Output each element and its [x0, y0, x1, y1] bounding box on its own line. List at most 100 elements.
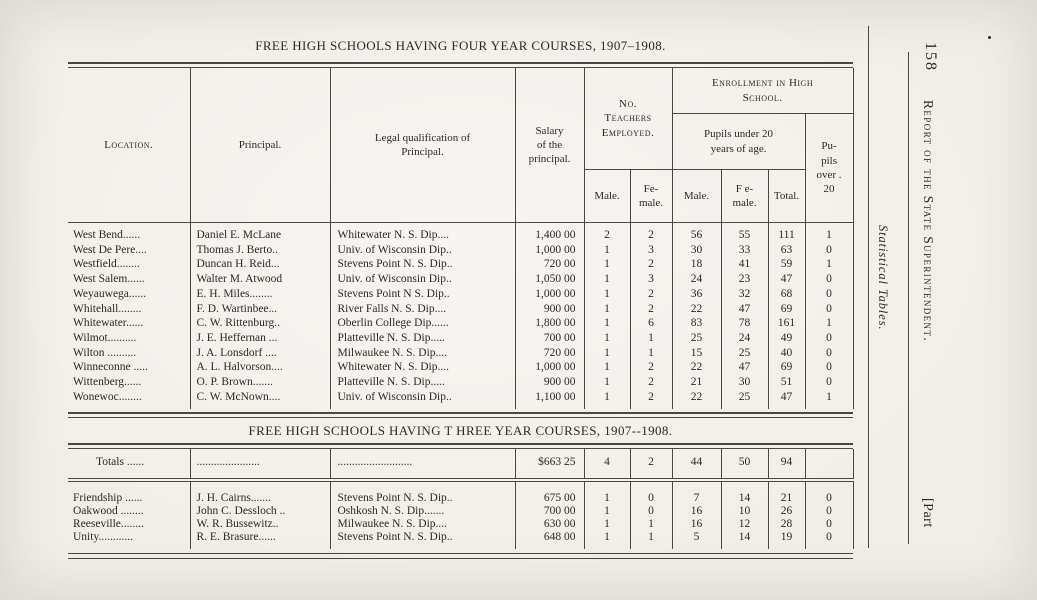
- cell-teachers-male: 4: [583, 449, 630, 482]
- four-year-table-title: FREE HIGH SCHOOLS HAVING FOUR YEAR COURS…: [255, 38, 666, 53]
- cell-location: West De Pere....: [73, 243, 147, 256]
- cell-principal: John C. Dessloch ..: [189, 504, 330, 519]
- cell-principal: Walter M. Atwood: [189, 272, 330, 287]
- school-row: Whitehall........ F. D. Wartinbee... River…: [68, 301, 854, 317]
- cell-pupils-total: 69: [767, 360, 806, 376]
- cell-pupils-male: 16: [671, 504, 721, 519]
- cell-location: Winneconne .....: [73, 361, 148, 374]
- cell-location: Weyauwega......: [73, 287, 147, 300]
- school-row: Wilmot.......... J. E. Heffernan ... Platt…: [68, 330, 854, 346]
- cell-principal: W. R. Bussewitz..: [189, 518, 330, 532]
- totals-body: Totals .................................…: [68, 449, 853, 482]
- cell-location: West Bend......: [73, 229, 141, 241]
- cell-salary: 720 00: [514, 345, 584, 361]
- cell-teachers-male: 1: [583, 301, 630, 317]
- school-row: Unity............ R. E. Brasure...... Stev…: [68, 531, 853, 550]
- cell-teachers-female: 1: [629, 518, 672, 532]
- cell-principal: C. W. McNown....: [189, 389, 330, 410]
- cell-teachers-female: 1: [629, 531, 672, 550]
- cell-principal: A. L. Halvorson....: [189, 360, 330, 376]
- cell-teachers-male: 1: [583, 272, 630, 287]
- cell-salary: 675 00: [514, 479, 584, 505]
- cell-pupils-female: 47: [720, 360, 769, 376]
- cell-pupils-female: 78: [720, 316, 769, 331]
- cell-pupils-total: 59: [767, 257, 806, 273]
- school-row: Oakwood ........ John C. Dessloch .. Oshko…: [68, 504, 853, 519]
- header-pupils-under-20-group: Pupils under 20 years of age.: [671, 113, 806, 170]
- cell-pupils-female: 24: [720, 330, 769, 346]
- cell-qualification: River Falls N. S. Dip....: [329, 301, 515, 317]
- cell-qualification: Oberlin College Dip......: [329, 316, 515, 331]
- cell-teachers-female: 2: [629, 389, 673, 410]
- cell-pupils-total: 40: [767, 345, 806, 361]
- cell-qualification: Milwaukee N. S. Dip....: [329, 345, 515, 361]
- header-enrollment-group: Enrollment in High School.: [671, 68, 854, 114]
- cell-pupils-male: 44: [671, 449, 721, 482]
- cell-pupils-total: 49: [767, 330, 806, 346]
- header-location: Location.: [68, 68, 190, 223]
- cell-pupils-female: 33: [720, 242, 769, 258]
- cell-pupils-male: 22: [671, 389, 722, 410]
- margin-rule-left: [868, 26, 869, 548]
- cell-salary: 1,000 00: [514, 286, 584, 302]
- cell-teachers-male: 1: [583, 375, 630, 390]
- school-row: West Salem...... Walter M. Atwood Univ. of…: [68, 272, 854, 287]
- header-pupils-over-20: Pu- pils over . 20: [804, 113, 854, 223]
- cell-salary: 1,000 00: [514, 242, 584, 258]
- cell-principal: ......................: [189, 449, 330, 482]
- cell-location: Reeseville........: [73, 518, 144, 531]
- cell-pupils-over-20: 0: [804, 375, 854, 390]
- cell-pupils-female: 10: [720, 504, 768, 519]
- cell-pupils-over-20: 0: [804, 330, 854, 346]
- cell-teachers-female: 3: [629, 272, 673, 287]
- cell-pupils-female: 55: [720, 222, 769, 243]
- cell-salary: 630 00: [514, 518, 584, 532]
- header-pupils-male: Male.: [671, 169, 722, 223]
- page-number: 158: [922, 42, 939, 72]
- cell-teachers-female: 6: [629, 316, 673, 331]
- cell-pupils-male: 16: [671, 518, 721, 532]
- cell-pupils-total: 111: [767, 222, 806, 243]
- cell-pupils-male: 25: [671, 330, 722, 346]
- cell-pupils-over-20: 0: [804, 301, 854, 317]
- header-pupils-female: F e- male.: [720, 169, 769, 223]
- running-head: Report of the State Superintendent.: [921, 100, 936, 343]
- cell-principal: Duncan H. Reid...: [189, 257, 330, 273]
- cell-pupils-female: 25: [720, 345, 769, 361]
- cell-principal: J. H. Cairns.......: [189, 479, 330, 505]
- cell-location: Wilton ..........: [73, 346, 137, 359]
- school-row: Winneconne ..... A. L. Halvorson.... White…: [68, 360, 854, 376]
- totals-row: Totals .................................…: [68, 449, 853, 482]
- cell-qualification: Stevens Point N. S. Dip..: [329, 479, 515, 505]
- cell-pupils-female: 14: [720, 531, 768, 550]
- cell-teachers-male: 1: [583, 531, 630, 550]
- three-year-table-title: FREE HIGH SCHOOLS HAVING T HREE YEAR COU…: [248, 423, 673, 439]
- cell-teachers-male: 1: [583, 345, 630, 361]
- cell-qualification: Stevens Point N. S. Dip..: [329, 257, 515, 273]
- cell-teachers-female: 2: [629, 449, 672, 482]
- cell-teachers-male: 1: [583, 479, 630, 505]
- cell-pupils-male: 15: [671, 345, 722, 361]
- header-teachers-employed-group: No. Teachers Employed.: [583, 68, 673, 170]
- cell-principal: J. E. Heffernan ...: [189, 330, 330, 346]
- school-row: Westfield........ Duncan H. Reid... Steven…: [68, 257, 854, 273]
- margin-rule-right: [908, 52, 909, 544]
- cell-pupils-over-20: 0: [804, 531, 853, 550]
- cell-teachers-female: 0: [629, 504, 672, 519]
- four-year-table: Location. Principal. Legal qualification…: [68, 68, 854, 410]
- cell-principal: O. P. Brown.......: [189, 375, 330, 390]
- school-row: Wilton .......... J. A. Lonsdorf .... Milw…: [68, 345, 854, 361]
- cell-teachers-female: 1: [629, 330, 673, 346]
- cell-salary: 900 00: [514, 301, 584, 317]
- cell-teachers-female: 2: [629, 375, 673, 390]
- cell-pupils-over-20: 0: [804, 272, 854, 287]
- four-year-table-header: Location. Principal. Legal qualification…: [68, 68, 854, 223]
- cell-pupils-total: 161: [767, 316, 806, 331]
- cell-principal: Thomas J. Berto..: [189, 242, 330, 258]
- part-label: [Part: [920, 498, 935, 528]
- cell-location: Unity............: [73, 531, 133, 544]
- three-year-table-body: Friendship ...... J. H. Cairns....... Stev…: [68, 479, 853, 550]
- school-row: Weyauwega...... E. H. Miles........ Steven…: [68, 286, 854, 302]
- cell-qualification: Platteville N. S. Dip.....: [329, 330, 515, 346]
